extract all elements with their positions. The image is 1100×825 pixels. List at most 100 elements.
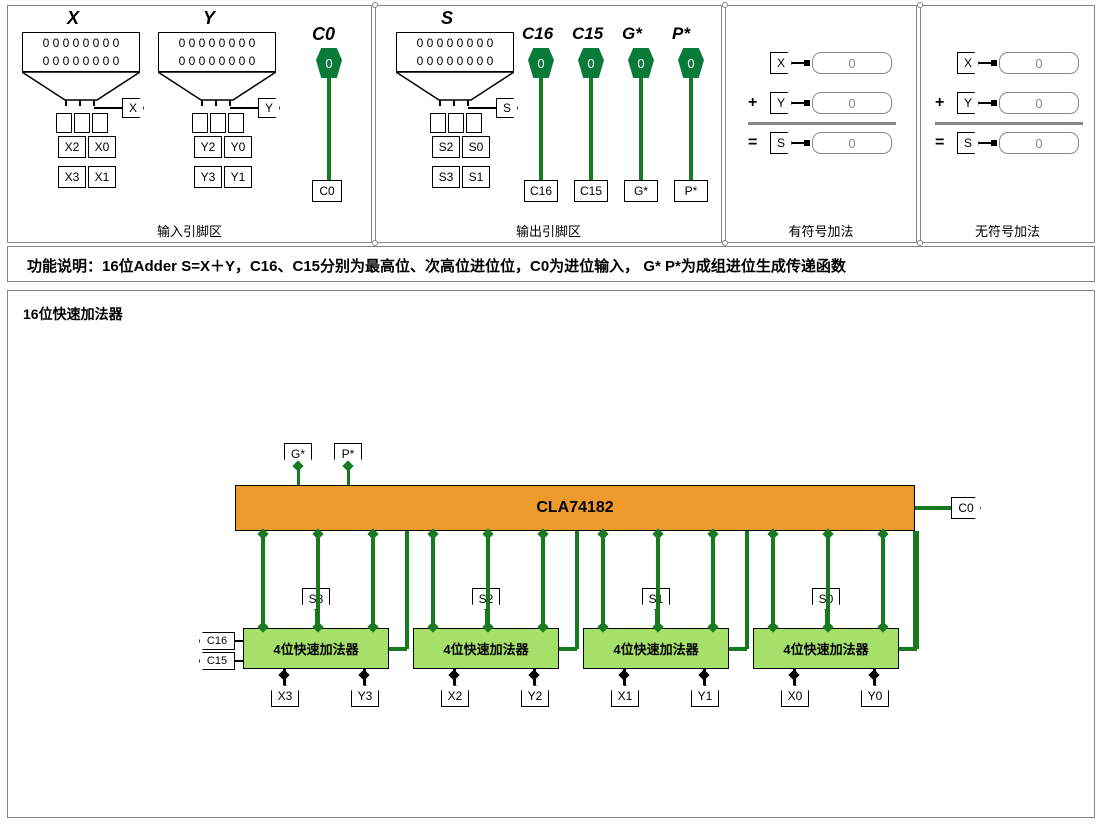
pin-C16[interactable]: C16 xyxy=(524,180,558,202)
calc-pin-X[interactable]: X xyxy=(957,52,979,74)
smallpin xyxy=(430,113,446,133)
adder-left-C15[interactable]: C15 xyxy=(199,652,235,670)
panel-main xyxy=(7,290,1095,818)
calc-sep xyxy=(935,122,1083,125)
wire xyxy=(601,531,605,628)
main-title: 16位快速加法器 xyxy=(23,304,123,324)
wire xyxy=(745,531,749,649)
wire xyxy=(94,107,122,109)
adder-2[interactable]: 4位快速加法器 xyxy=(583,628,729,669)
calc-val-S[interactable]: 0 xyxy=(999,132,1079,154)
pin-c0[interactable]: C0 xyxy=(312,180,342,202)
bits-S[interactable]: 0 0 0 0 0 0 0 00 0 0 0 0 0 0 0 xyxy=(396,32,514,72)
wire xyxy=(915,506,951,510)
calc-val-S[interactable]: 0 xyxy=(812,132,892,154)
smallpin xyxy=(448,113,464,133)
calc-pin-S[interactable]: S xyxy=(770,132,792,154)
wire xyxy=(913,531,917,649)
adder-1[interactable]: 4位快速加法器 xyxy=(413,628,559,669)
sidepin-Y[interactable]: Y xyxy=(258,98,280,118)
wire xyxy=(316,531,320,628)
wire xyxy=(431,531,435,628)
calc-pin-Y[interactable]: Y xyxy=(957,92,979,114)
calc-sym: + xyxy=(748,94,757,112)
wire xyxy=(235,660,243,662)
wire-P* xyxy=(689,78,693,180)
wire xyxy=(371,531,375,628)
dot xyxy=(804,140,810,146)
calc-val-X[interactable]: 0 xyxy=(999,52,1079,74)
sep-dot xyxy=(372,2,378,8)
reg-title-Y: Y xyxy=(203,8,215,29)
pin-S0[interactable]: S0 xyxy=(462,136,490,158)
pin-S1[interactable]: S1 xyxy=(462,166,490,188)
wire-G* xyxy=(639,78,643,180)
calc-sep xyxy=(748,122,896,125)
wire-C15 xyxy=(589,78,593,180)
dot xyxy=(991,140,997,146)
panel-label-input: 输入引脚区 xyxy=(7,221,372,240)
smallpin xyxy=(466,113,482,133)
pin-Y3[interactable]: Y3 xyxy=(194,166,222,188)
cla-right-c0[interactable]: C0 xyxy=(951,497,981,519)
calc-val-Y[interactable]: 0 xyxy=(999,92,1079,114)
wire xyxy=(711,531,715,628)
dot xyxy=(804,100,810,106)
adder-left-C16[interactable]: C16 xyxy=(199,632,235,650)
sep-dot xyxy=(722,2,728,8)
pin-X0[interactable]: X0 xyxy=(88,136,116,158)
calc-pin-S[interactable]: S xyxy=(957,132,979,154)
pin-S3[interactable]: S3 xyxy=(432,166,460,188)
calc-val-X[interactable]: 0 xyxy=(812,52,892,74)
pin-X1[interactable]: X1 xyxy=(88,166,116,188)
sidepin-X[interactable]: X xyxy=(122,98,144,118)
calc-sym: + xyxy=(935,94,944,112)
hex-P*[interactable]: 0 xyxy=(678,48,704,78)
wire xyxy=(486,531,490,628)
sep-dot xyxy=(917,2,923,8)
wire-C16 xyxy=(539,78,543,180)
pin-Y0[interactable]: Y0 xyxy=(224,136,252,158)
pin-P*[interactable]: P* xyxy=(674,180,708,202)
title-P*: P* xyxy=(672,24,690,44)
pin-X2[interactable]: X2 xyxy=(58,136,86,158)
wire xyxy=(656,531,660,628)
smallpin xyxy=(210,113,226,133)
wire xyxy=(405,531,409,649)
calc-val-Y[interactable]: 0 xyxy=(812,92,892,114)
pin-C15[interactable]: C15 xyxy=(574,180,608,202)
wire xyxy=(575,531,579,649)
wire xyxy=(235,640,243,642)
smallpin xyxy=(228,113,244,133)
bits-X[interactable]: 0 0 0 0 0 0 0 00 0 0 0 0 0 0 0 xyxy=(22,32,140,72)
hex-C16[interactable]: 0 xyxy=(528,48,554,78)
smallpin xyxy=(56,113,72,133)
hex-G*[interactable]: 0 xyxy=(628,48,654,78)
adder-0[interactable]: 4位快速加法器 xyxy=(243,628,389,669)
description-text: 功能说明：16位Adder S=X＋Y，C16、C15分别为最高位、次高位进位位… xyxy=(27,255,1085,276)
wire xyxy=(881,531,885,628)
calc-pin-X[interactable]: X xyxy=(770,52,792,74)
reg-title-S: S xyxy=(441,8,453,29)
wire-c0 xyxy=(327,78,331,180)
wire xyxy=(899,647,917,651)
pin-Y1[interactable]: Y1 xyxy=(224,166,252,188)
calc-sym: = xyxy=(935,134,944,152)
wire xyxy=(261,531,265,628)
title-G*: G* xyxy=(622,24,642,44)
wire xyxy=(771,531,775,628)
calc-pin-Y[interactable]: Y xyxy=(770,92,792,114)
cla-block[interactable]: CLA74182 xyxy=(235,485,915,531)
bits-Y[interactable]: 0 0 0 0 0 0 0 00 0 0 0 0 0 0 0 xyxy=(158,32,276,72)
adder-3[interactable]: 4位快速加法器 xyxy=(753,628,899,669)
wire xyxy=(826,531,830,628)
pin-Y2[interactable]: Y2 xyxy=(194,136,222,158)
hex-C15[interactable]: 0 xyxy=(578,48,604,78)
dot xyxy=(991,100,997,106)
sidepin-S[interactable]: S xyxy=(496,98,518,118)
pin-S2[interactable]: S2 xyxy=(432,136,460,158)
pin-X3[interactable]: X3 xyxy=(58,166,86,188)
pin-G*[interactable]: G* xyxy=(624,180,658,202)
title-c0: C0 xyxy=(312,24,335,45)
sep-dot xyxy=(722,240,728,246)
